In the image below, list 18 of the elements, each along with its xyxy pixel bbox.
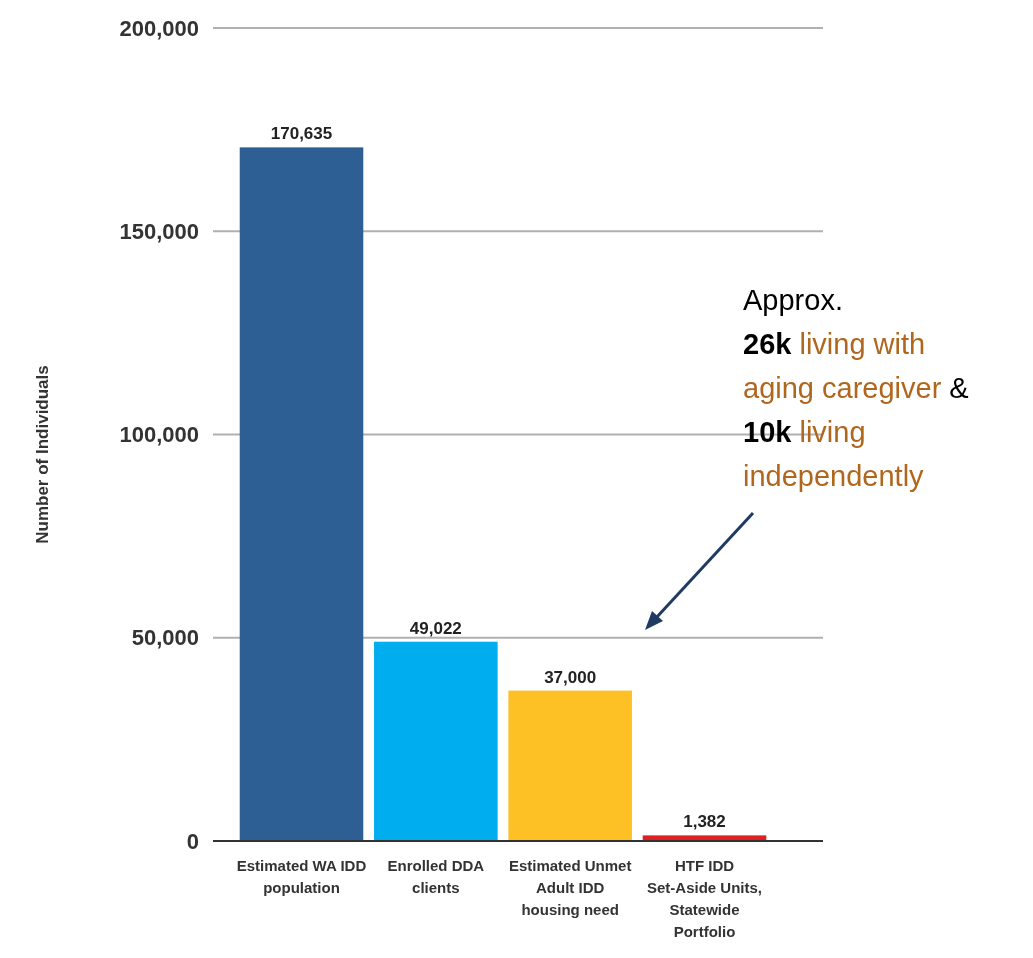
data-label: 37,000 [544,667,597,687]
text: Approx. 26k living with aging caregiver & 10k living independently [743,284,969,492]
y-tick-label: 50,000 [131,625,199,651]
y-axis-title: Number of Individuals [33,365,52,544]
bar [239,147,364,841]
data-label: 170,635 [270,124,333,144]
y-tick-label: 0 [186,828,199,854]
x-tick-label: Estimated Unmet Adult IDD housing need [508,857,632,918]
data-label: 1,382 [683,812,726,832]
y-tick-label: 100,000 [119,422,199,448]
bar [374,641,498,841]
data-label: 49,022 [409,618,462,638]
y-tick-label: 200,000 [119,15,199,41]
x-tick-label: Estimated WA IDD population [236,857,367,896]
x-tick-label: HTF IDD Set-Aside Units, Statewide Portfolio [646,857,763,940]
y-tick-label: 150,000 [119,218,199,244]
x-tick-label: Enrolled DDA clients [387,857,485,896]
bar [508,690,632,841]
